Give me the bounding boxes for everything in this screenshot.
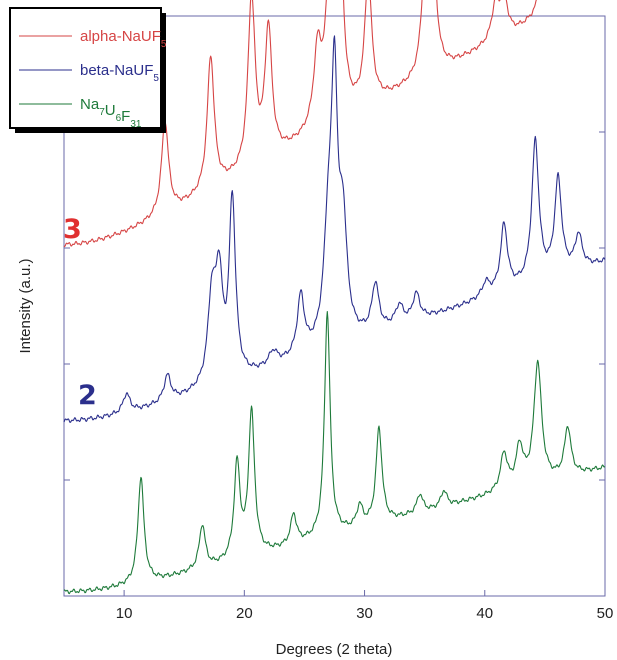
legend-entry: alpha-NaUF5 xyxy=(80,28,167,50)
legend-items: alpha-NaUF5 beta-NaUF5 Na7U6F31 xyxy=(19,28,167,130)
trace-label: 3 xyxy=(63,214,82,245)
plot-frame xyxy=(63,15,606,597)
trace-label: 2 xyxy=(78,380,97,411)
x-tick-label: 40 xyxy=(476,605,493,622)
x-tick-label: 30 xyxy=(356,605,373,622)
y-ticks xyxy=(64,131,605,481)
plot-area: 10 20 30 40 50 32 xyxy=(63,0,613,622)
trace-line-3 xyxy=(63,311,606,595)
trace-line-2 xyxy=(63,35,606,423)
y-axis-title: Intensity (a.u.) xyxy=(17,258,34,353)
traces: 32 xyxy=(63,0,606,595)
x-tick-label: 10 xyxy=(116,605,133,622)
x-tick-label: 20 xyxy=(236,605,253,622)
legend-entry: beta-NaUF5 xyxy=(80,62,159,84)
legend: alpha-NaUF5 beta-NaUF5 Na7U6F31 xyxy=(9,7,167,133)
x-ticks: 10 20 30 40 50 xyxy=(116,590,614,622)
legend-box xyxy=(9,7,162,129)
legend-entry: Na7U6F31 xyxy=(80,96,142,130)
x-tick-label: 50 xyxy=(597,605,614,622)
trace-line-1 xyxy=(63,0,537,248)
x-axis-title: Degrees (2 theta) xyxy=(276,641,393,658)
